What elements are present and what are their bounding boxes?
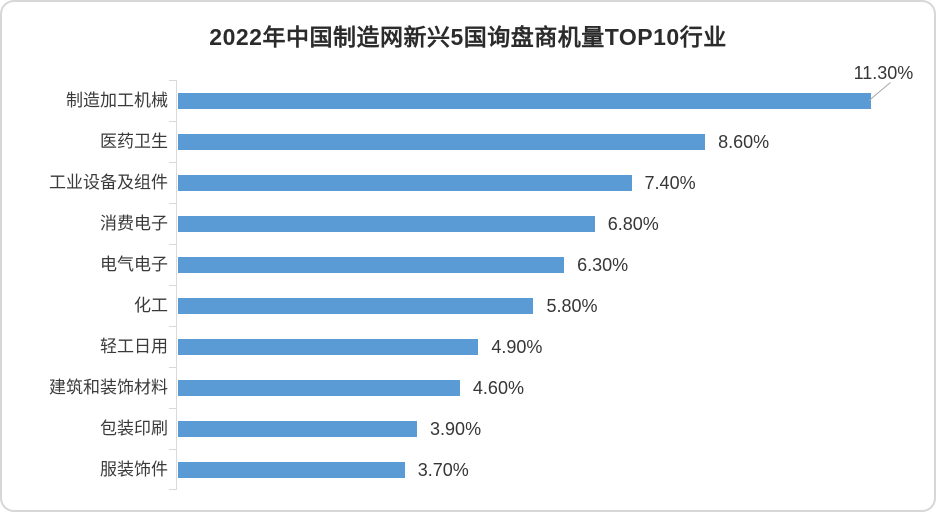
bar: [178, 297, 534, 314]
axis-tick: [169, 408, 176, 409]
axis-tick: [169, 367, 176, 368]
axis-tick: [169, 326, 176, 327]
value-label: 4.90%: [491, 336, 543, 357]
chart-title: 2022年中国制造网新兴5国询盘商机量TOP10行业: [209, 24, 727, 50]
category-label: 工业设备及组件: [49, 172, 168, 192]
axis-tick: [169, 244, 176, 245]
category-label: 制造加工机械: [66, 90, 168, 110]
category-label: 服装饰件: [100, 459, 168, 479]
value-label: 8.60%: [718, 131, 770, 152]
value-label: 4.60%: [472, 377, 524, 398]
value-label: 7.40%: [644, 172, 696, 193]
bar: [178, 256, 565, 273]
bar: [178, 174, 632, 191]
bar: [178, 133, 706, 150]
axis-tick: [169, 80, 176, 81]
axis-tick: [169, 121, 176, 122]
category-label: 化工: [134, 295, 168, 315]
bar: [178, 420, 418, 437]
value-label: 6.80%: [607, 213, 659, 234]
category-axis-line: [176, 80, 177, 490]
value-label: 11.30%: [853, 62, 914, 83]
category-label: 建筑和装饰材料: [49, 377, 168, 397]
value-label: 5.80%: [546, 295, 598, 316]
category-label: 包装印刷: [100, 418, 168, 438]
category-label: 电气电子: [100, 254, 168, 274]
value-label: 6.30%: [577, 254, 629, 275]
leader-line: [868, 81, 891, 101]
category-label: 消费电子: [100, 213, 168, 233]
value-label: 3.70%: [417, 459, 469, 480]
bar: [178, 215, 595, 232]
axis-tick: [169, 203, 176, 204]
value-label: 3.90%: [430, 418, 482, 439]
axis-tick: [169, 162, 176, 163]
bar: [178, 338, 479, 355]
axis-tick: [169, 489, 176, 490]
axis-tick: [169, 285, 176, 286]
bar: [178, 461, 405, 478]
bar: [178, 92, 871, 109]
axis-tick: [169, 449, 176, 450]
plot-area: 制造加工机械 11.30% 医药卫生 8.60% 工业设备及组件 7.40% 消费电子 6.8…: [49, 63, 934, 490]
bar: [178, 379, 460, 396]
category-label: 医药卫生: [100, 131, 168, 151]
category-label: 轻工日用: [100, 336, 168, 356]
